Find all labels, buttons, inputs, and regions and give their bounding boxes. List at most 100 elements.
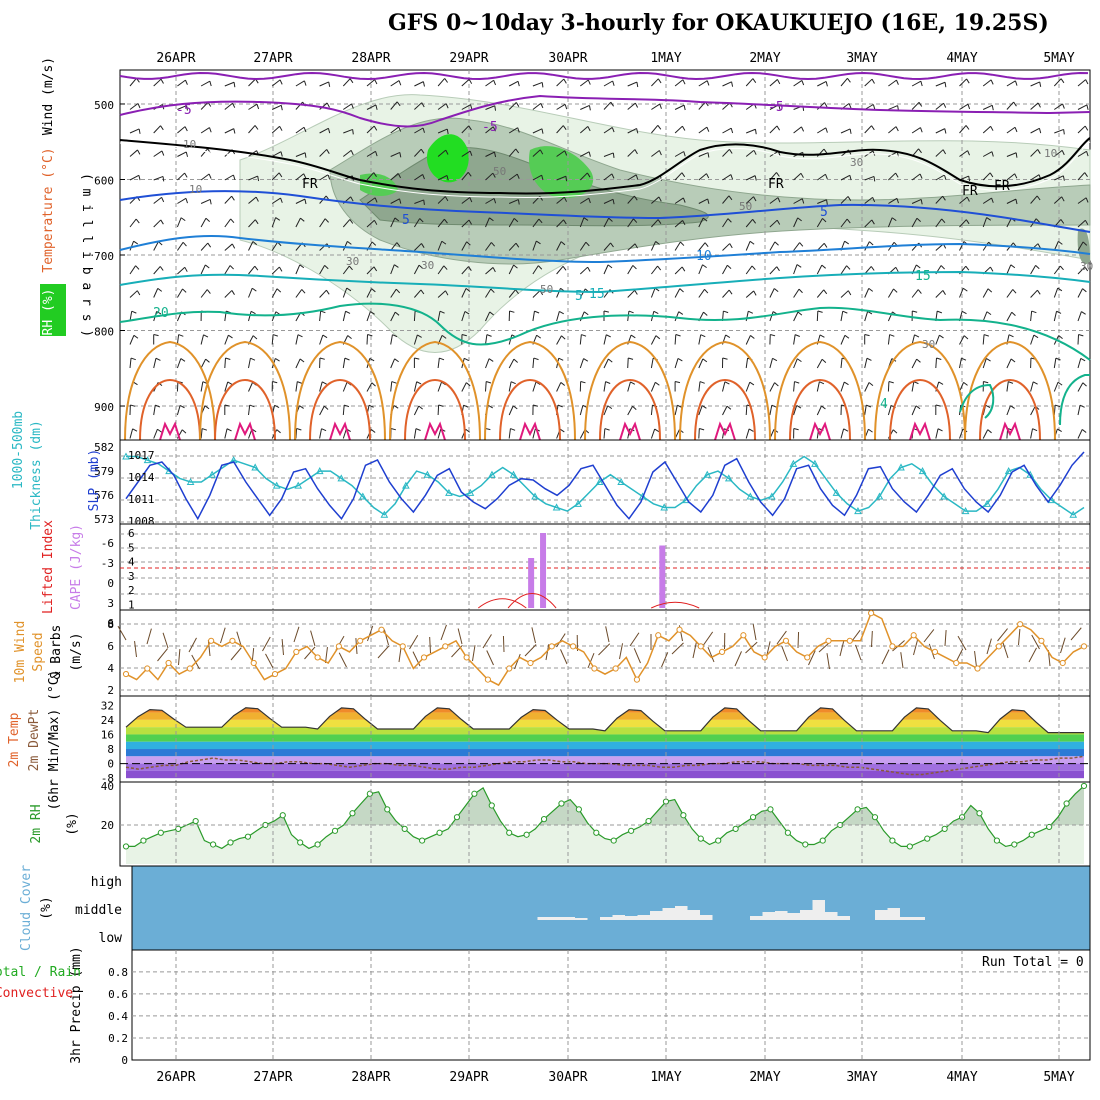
cloud-middle-bar bbox=[775, 911, 788, 920]
rh2m-marker bbox=[315, 842, 320, 847]
series-wind10m-marker bbox=[592, 666, 597, 671]
rh-contour-label: 30 bbox=[850, 156, 863, 169]
cloud-middle-bar bbox=[688, 910, 701, 920]
temp-tick: 32 bbox=[101, 699, 114, 712]
panel-wind-temp-rh: 101030 3050505030301030-5-5-555510151520F… bbox=[79, 70, 1093, 440]
wind-barb bbox=[414, 311, 415, 321]
isotherm-label: 15 bbox=[915, 269, 931, 284]
temp-band bbox=[120, 756, 1090, 763]
cloud-middle-bar bbox=[638, 915, 651, 920]
cape-bar bbox=[659, 546, 665, 609]
rh2m-marker bbox=[228, 840, 233, 845]
rh2m-marker bbox=[594, 830, 599, 835]
isotherm-label: 4 bbox=[880, 397, 888, 412]
date-label-bottom: 1MAY bbox=[650, 1070, 681, 1085]
panel-slp-thickness-frame bbox=[120, 440, 1090, 524]
series-wind10m-marker bbox=[209, 638, 214, 643]
wind-barb bbox=[225, 358, 226, 368]
series-wind10m-marker bbox=[528, 660, 533, 665]
wind-barb-tick bbox=[874, 176, 875, 181]
rh2m-tick: 20 bbox=[101, 819, 114, 832]
rh2m-marker bbox=[977, 811, 982, 816]
panel-rh2m: 4020 bbox=[101, 780, 1090, 866]
cloud-middle-bar bbox=[813, 900, 826, 920]
temp-tick: 0 bbox=[107, 758, 114, 771]
li-tick: -3 bbox=[101, 557, 114, 570]
isotherm-label: FR bbox=[962, 184, 978, 199]
date-label-top: 3MAY bbox=[846, 51, 877, 66]
label-wind10m-2: Speed bbox=[31, 632, 46, 671]
label-cloud-unit: (%) bbox=[39, 896, 54, 919]
series-wind10m-marker bbox=[145, 666, 150, 671]
pressure-tick: 800 bbox=[94, 326, 114, 339]
rh2m-marker bbox=[768, 807, 773, 812]
wind-barb bbox=[936, 358, 937, 368]
legend-wind: Wind (m/s) bbox=[41, 57, 56, 135]
wind-barb-tick bbox=[613, 153, 614, 158]
rh2m-marker bbox=[681, 813, 686, 818]
cloud-middle-bar bbox=[613, 915, 626, 920]
label-slp: SLP (mb) bbox=[87, 449, 102, 512]
panel-rh2m-ticks: 4020 bbox=[101, 780, 114, 832]
rh2m-marker bbox=[785, 830, 790, 835]
rh2m-marker bbox=[942, 826, 947, 831]
rh-contour-label: 30 bbox=[346, 255, 359, 268]
pressure-tick: 500 bbox=[94, 99, 114, 112]
series-wind10m-marker bbox=[379, 627, 384, 632]
series-wind10m-marker bbox=[272, 671, 277, 676]
slp-tick: 1017 bbox=[128, 449, 155, 462]
rh2m-marker bbox=[750, 815, 755, 820]
rh-contour-label: 30 bbox=[1080, 260, 1093, 273]
pressure-axis-label: ( m i l l i b a r s ) bbox=[79, 173, 94, 337]
cape-bar bbox=[528, 558, 534, 608]
li-tick: 0 bbox=[107, 577, 114, 590]
label-dewpt2m: 2m DewPt bbox=[27, 709, 42, 772]
series-wind10m-marker bbox=[485, 677, 490, 682]
wind10m-tick: 6 bbox=[107, 640, 114, 653]
rh2m-marker bbox=[1081, 783, 1086, 788]
panel-temp-dewpt-ticks: 32241680-8 bbox=[101, 699, 115, 785]
rh2m-marker bbox=[1064, 801, 1069, 806]
label-total-rain: Total / Rain bbox=[0, 965, 81, 980]
precip-tick: 0.6 bbox=[108, 988, 128, 1001]
date-label-bottom: 28APR bbox=[351, 1070, 390, 1085]
series-wind10m-marker bbox=[400, 644, 405, 649]
panel-cloud-cover-frame bbox=[132, 866, 1090, 950]
series-wind10m-marker bbox=[954, 660, 959, 665]
panel-precip-ticks: 0.80.60.40.20 bbox=[108, 966, 128, 1067]
cape-tick: 4 bbox=[128, 556, 135, 569]
isotherm-label: 5 bbox=[402, 213, 410, 228]
isotherm-label: -5 bbox=[482, 120, 498, 135]
rh2m-marker bbox=[489, 803, 494, 808]
wind-barb-tick bbox=[542, 82, 543, 87]
date-axis-bottom: 26APR 27APR 28APR 29APR 30APR 1MAY 2MAY 3MAY 4MA… bbox=[156, 1070, 1074, 1085]
temp-band bbox=[120, 771, 1090, 778]
rh-contour-label: 10 bbox=[189, 183, 202, 196]
date-label-top: 29APR bbox=[449, 51, 488, 66]
cloud-middle-bar bbox=[650, 911, 663, 920]
date-label-top: 2MAY bbox=[749, 51, 780, 66]
series-wind10m-marker bbox=[464, 655, 469, 660]
rh2m-marker bbox=[803, 842, 808, 847]
panel-temp-dewpt: 32241680-8 bbox=[101, 696, 1090, 785]
isotherm-label: -5 bbox=[176, 103, 192, 118]
rh2m-marker bbox=[541, 817, 546, 822]
label-precip: 3hr Precip (mm) bbox=[69, 946, 84, 1063]
wind10m-barb bbox=[798, 632, 799, 648]
series-wind10m-marker bbox=[294, 649, 299, 654]
date-label-top: 28APR bbox=[351, 51, 390, 66]
li-tick: -6 bbox=[101, 537, 114, 550]
series-wind10m-marker bbox=[869, 611, 874, 616]
rh2m-marker bbox=[1012, 842, 1017, 847]
chart-title: GFS 0~10day 3-hourly for OKAUKUEJO (16E,… bbox=[388, 10, 1049, 36]
date-axis-top: 26APR 27APR 28APR 29APR 30APR 1MAY 2MAY 3MAY 4MA… bbox=[156, 51, 1074, 66]
date-label-bottom: 27APR bbox=[253, 1070, 292, 1085]
pressure-tick: 600 bbox=[94, 174, 114, 187]
slp-tick: 1011 bbox=[128, 493, 155, 506]
series-wind10m-marker bbox=[358, 638, 363, 643]
wind-barb bbox=[438, 405, 439, 415]
date-label-bottom: 2MAY bbox=[749, 1070, 780, 1085]
label-thickness-2: Thickness (dm) bbox=[29, 420, 44, 530]
wind-barb bbox=[888, 382, 889, 392]
panel-lifted-cape-frame bbox=[120, 524, 1090, 610]
